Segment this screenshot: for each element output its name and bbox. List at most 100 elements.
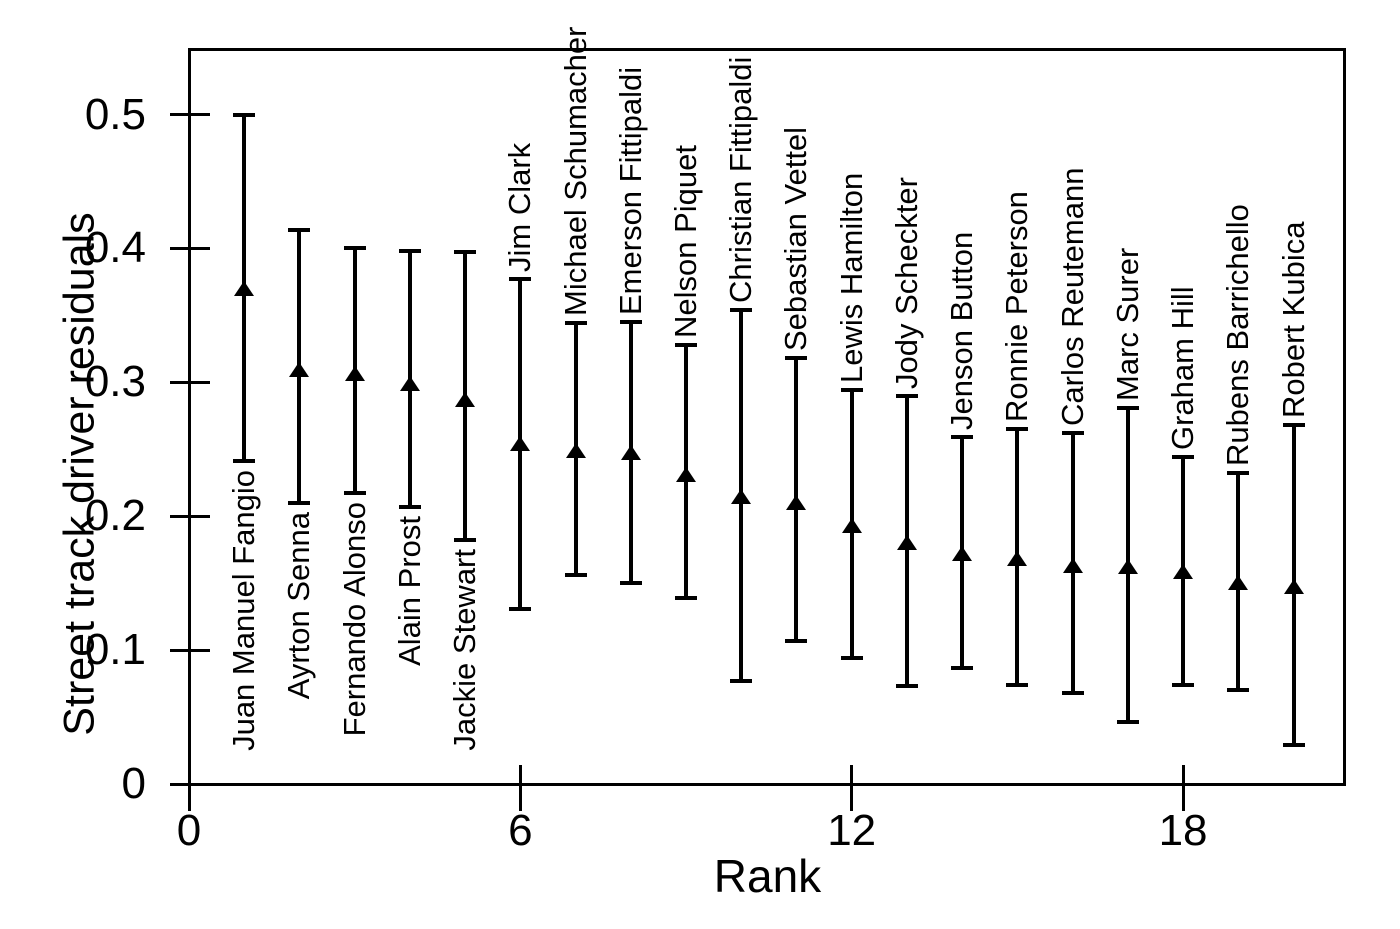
y-axis-tick-label: 0.5 — [84, 89, 146, 139]
plot-area — [188, 48, 1346, 786]
driver-label: Jenson Button — [944, 231, 980, 431]
driver-label: Jackie Stewart — [447, 549, 483, 751]
data-point-marker — [1062, 557, 1083, 573]
y-axis-tick-label: 0.4 — [84, 223, 146, 273]
error-bar-bottom-cap — [1282, 743, 1305, 748]
driver-label: Sebastian Vettel — [778, 127, 814, 352]
data-point-marker — [1283, 579, 1304, 595]
data-point-marker — [786, 494, 807, 510]
error-bar-top-cap — [454, 250, 477, 255]
error-bar-bottom-cap — [840, 656, 863, 661]
driver-label: Graham Hill — [1165, 286, 1201, 451]
error-bar-top-cap — [1061, 431, 1084, 436]
driver-label: Ronnie Peterson — [999, 191, 1035, 423]
error-bar-bottom-cap — [675, 595, 698, 600]
x-axis-tick — [518, 765, 522, 811]
y-axis-tick-label: 0.3 — [84, 357, 146, 407]
data-point-marker — [565, 442, 586, 458]
x-axis-tick-label: 12 — [827, 806, 877, 855]
driver-label: Rubens Barrichello — [1220, 204, 1256, 467]
error-bar-bottom-cap — [1116, 720, 1139, 725]
driver-label: Michael Schumacher — [557, 26, 593, 317]
x-axis-tick — [1181, 765, 1185, 811]
error-bar-bottom-cap — [619, 581, 642, 586]
data-point-marker — [896, 534, 917, 550]
error-bar-top-cap — [1116, 405, 1139, 410]
error-bar-top-cap — [675, 342, 698, 347]
error-bar-top-cap — [233, 112, 256, 117]
driver-label: Robert Kubica — [1275, 221, 1311, 419]
driver-label: Jim Clark — [502, 143, 538, 273]
x-axis-tick — [187, 765, 191, 811]
error-bar-bottom-cap — [288, 500, 311, 505]
data-point-marker — [1173, 564, 1194, 580]
driver-label: Fernando Alonso — [336, 502, 372, 737]
error-bar-bottom-cap — [343, 491, 366, 496]
data-point-marker — [1117, 559, 1138, 575]
y-axis-tick — [170, 380, 210, 384]
data-point-marker — [841, 517, 862, 533]
error-bar-top-cap — [730, 307, 753, 312]
error-bar-top-cap — [951, 435, 974, 440]
driver-label: Ayrton Senna — [281, 511, 317, 700]
error-bar-top-cap — [840, 388, 863, 393]
data-point-marker — [1228, 575, 1249, 591]
y-axis-tick — [170, 514, 210, 518]
data-point-marker — [344, 366, 365, 382]
data-point-marker — [731, 489, 752, 505]
error-bar-bottom-cap — [785, 638, 808, 643]
y-axis-tick-label: 0 — [121, 759, 146, 808]
error-bar-bottom-cap — [730, 678, 753, 683]
error-bar-bottom-cap — [564, 573, 587, 578]
driver-label: Jody Scheckter — [888, 176, 924, 389]
x-axis-tick — [850, 765, 854, 811]
error-bar-bottom-cap — [1172, 682, 1195, 687]
y-axis-title: Street track driver residuals — [55, 212, 103, 736]
error-bar-bottom-cap — [951, 665, 974, 670]
error-bar-top-cap — [1006, 427, 1029, 432]
driver-label: Lewis Hamilton — [833, 173, 869, 384]
error-bar-bottom-cap — [509, 606, 532, 611]
x-axis-title: Rank — [713, 850, 822, 902]
driver-label: Juan Manuel Fangio — [226, 470, 262, 752]
driver-label: Christian Fittipaldi — [723, 56, 759, 303]
error-bar-top-cap — [1282, 423, 1305, 428]
data-point-marker — [289, 362, 310, 378]
error-bar-top-cap — [509, 277, 532, 282]
error-bar-bottom-cap — [233, 459, 256, 464]
error-bar-top-cap — [343, 246, 366, 251]
error-bar-bottom-cap — [1006, 682, 1029, 687]
error-bar-bottom-cap — [398, 504, 421, 509]
data-point-marker — [676, 466, 697, 482]
error-bar-bottom-cap — [1227, 688, 1250, 693]
y-axis-tick — [170, 648, 210, 652]
x-axis-tick-label: 18 — [1158, 806, 1208, 855]
data-point-marker — [234, 280, 255, 296]
y-axis-tick — [170, 113, 210, 116]
error-bar-bottom-cap — [1061, 690, 1084, 695]
error-bar-top-cap — [785, 356, 808, 361]
data-point-marker — [399, 375, 420, 391]
driver-label: Alain Prost — [391, 515, 427, 666]
driver-label: Nelson Piquet — [668, 144, 704, 338]
data-point-marker — [620, 445, 641, 461]
x-axis-tick-label: 6 — [508, 806, 533, 855]
error-bar-bottom-cap — [454, 538, 477, 543]
data-point-marker — [952, 545, 973, 561]
error-bar-bottom-cap — [895, 684, 918, 689]
data-point-marker — [1007, 551, 1028, 567]
error-bar-top-cap — [619, 320, 642, 325]
error-bar-top-cap — [398, 249, 421, 254]
data-point-marker — [455, 391, 476, 407]
error-bar-top-cap — [564, 321, 587, 326]
driver-label: Marc Surer — [1109, 247, 1145, 401]
x-axis-tick-label: 0 — [176, 806, 202, 855]
error-bar-top-cap — [1227, 471, 1250, 476]
data-point-marker — [510, 435, 531, 451]
driver-label: Carlos Reutemann — [1054, 167, 1090, 427]
error-bar-top-cap — [288, 227, 311, 232]
driver-label: Emerson Fittipaldi — [612, 66, 648, 316]
y-axis-tick-label: 0.1 — [84, 625, 146, 675]
y-axis-tick — [170, 246, 210, 250]
